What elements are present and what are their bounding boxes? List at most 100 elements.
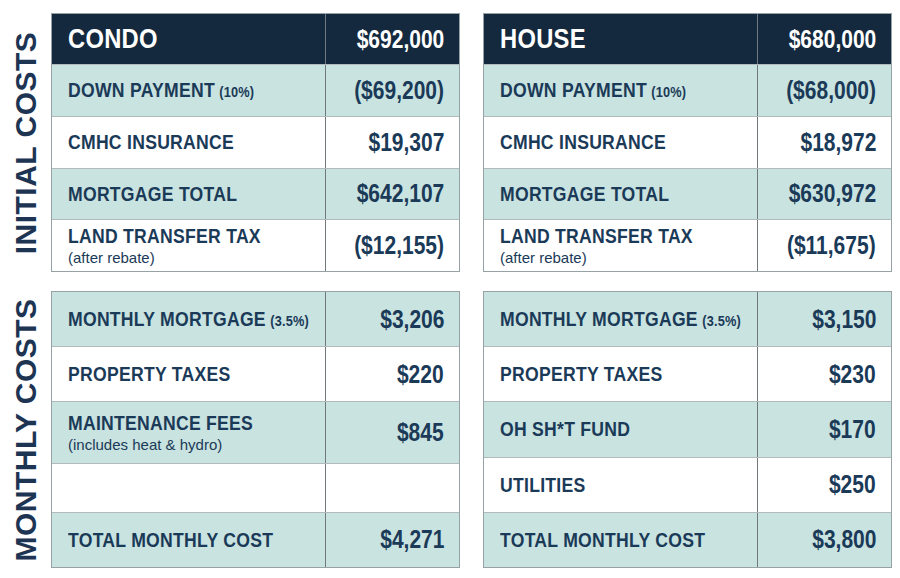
table-row-land-transfer-tax: LAND TRANSFER TAX (after rebate) ($12,15…	[52, 219, 459, 271]
row-value: ($12,155)	[354, 233, 444, 258]
row-value: $845	[397, 420, 444, 445]
row-label-text: MONTHLY MORTGAGE	[68, 308, 266, 330]
condo-monthly-table: MONTHLY MORTGAGE(3.5%) $3,206 PROPERTY T…	[51, 291, 460, 568]
row-label: DOWN PAYMENT(10%)	[500, 79, 721, 101]
row-label-cell: PROPERTY TAXES	[52, 347, 325, 401]
section-monthly-costs: MONTHLY COSTS MONTHLY MORTGAGE(3.5%) $3,…	[0, 291, 892, 568]
row-value: ($69,200)	[354, 78, 444, 103]
table-row-monthly-mortgage: MONTHLY MORTGAGE(3.5%) $3,150	[484, 292, 891, 346]
monthly-costs-tables: MONTHLY MORTGAGE(3.5%) $3,206 PROPERTY T…	[51, 291, 892, 568]
row-label-cell: PROPERTY TAXES	[484, 347, 757, 401]
row-value: $3,206	[380, 307, 444, 332]
row-value: $18,972	[800, 130, 876, 155]
table-row-cmhc-insurance: CMHC INSURANCE $19,307	[52, 116, 459, 168]
condo-header-row: CONDO $692,000	[52, 14, 459, 64]
table-row-cmhc-insurance: CMHC INSURANCE $18,972	[484, 116, 891, 168]
row-label-cell: LAND TRANSFER TAX (after rebate)	[52, 220, 325, 271]
row-label: TOTAL MONTHLY COST	[500, 529, 721, 551]
cost-comparison-infographic: INITIAL COSTS CONDO $692,000 DOWN PAYMEN…	[0, 0, 900, 578]
row-value-cell: $230	[757, 347, 891, 401]
section-label-monthly-costs: MONTHLY COSTS	[9, 298, 43, 561]
row-label-note: (10%)	[219, 84, 254, 100]
row-value-cell: $845	[325, 402, 459, 463]
table-row-empty	[52, 463, 459, 512]
row-label: PROPERTY TAXES	[500, 363, 721, 385]
row-label-text: MONTHLY MORTGAGE	[500, 308, 698, 330]
section-initial-costs: INITIAL COSTS CONDO $692,000 DOWN PAYMEN…	[0, 13, 892, 272]
row-label-cell: CMHC INSURANCE	[52, 117, 325, 168]
row-value: ($11,675)	[787, 233, 876, 258]
row-label-cell: TOTAL MONTHLY COST	[52, 513, 325, 567]
row-value-cell: $3,150	[757, 292, 891, 346]
row-value: $170	[829, 417, 876, 442]
table-row-property-taxes: PROPERTY TAXES $230	[484, 346, 891, 401]
row-label-cell: MORTGAGE TOTAL	[484, 169, 757, 220]
row-value-cell: $170	[757, 402, 891, 456]
row-value-cell: ($12,155)	[325, 220, 459, 271]
row-label: MAINTENANCE FEES	[68, 412, 289, 434]
house-initial-table: HOUSE $680,000 DOWN PAYMENT(10%) ($68,00…	[483, 13, 892, 272]
row-value: $3,800	[812, 527, 876, 552]
row-label-subtext: (includes heat & hydro)	[68, 437, 319, 454]
row-label: MORTGAGE TOTAL	[68, 183, 289, 205]
table-row-mortgage-total: MORTGAGE TOTAL $642,107	[52, 168, 459, 220]
row-label: LAND TRANSFER TAX	[500, 225, 721, 247]
row-label: MONTHLY MORTGAGE(3.5%)	[500, 308, 721, 330]
row-label: LAND TRANSFER TAX	[68, 225, 289, 247]
condo-price: $692,000	[356, 27, 444, 52]
table-row-maintenance-fees: MAINTENANCE FEES (includes heat & hydro)…	[52, 401, 459, 463]
table-row-total-monthly-cost: TOTAL MONTHLY COST $4,271	[52, 512, 459, 567]
house-title: HOUSE	[500, 24, 721, 54]
row-label: CMHC INSURANCE	[68, 131, 289, 153]
row-label-cell: MORTGAGE TOTAL	[52, 169, 325, 220]
row-label: TOTAL MONTHLY COST	[68, 529, 289, 551]
row-value-cell: $630,972	[757, 169, 891, 220]
house-monthly-table: MONTHLY MORTGAGE(3.5%) $3,150 PROPERTY T…	[483, 291, 892, 568]
row-value-cell: ($68,000)	[757, 65, 891, 116]
row-label: MORTGAGE TOTAL	[500, 183, 721, 205]
house-price: $680,000	[788, 27, 876, 52]
row-label-note: (10%)	[651, 84, 686, 100]
row-value-cell: $220	[325, 347, 459, 401]
table-row-property-taxes: PROPERTY TAXES $220	[52, 346, 459, 401]
row-label-subtext: (after rebate)	[500, 250, 751, 267]
condo-title: CONDO	[68, 24, 289, 54]
row-label-cell: MAINTENANCE FEES (includes heat & hydro)	[52, 402, 325, 463]
table-row-total-monthly-cost: TOTAL MONTHLY COST $3,800	[484, 512, 891, 567]
row-label-text: DOWN PAYMENT	[500, 79, 647, 101]
condo-initial-table: CONDO $692,000 DOWN PAYMENT(10%) ($69,20…	[51, 13, 460, 272]
row-value-cell: ($11,675)	[757, 220, 891, 271]
row-label: MONTHLY MORTGAGE(3.5%)	[68, 308, 289, 330]
row-label-subtext: (after rebate)	[68, 250, 319, 267]
house-price-cell: $680,000	[757, 14, 891, 64]
row-label-cell: TOTAL MONTHLY COST	[484, 513, 757, 567]
row-label-cell: LAND TRANSFER TAX (after rebate)	[484, 220, 757, 271]
row-label-cell	[52, 464, 325, 512]
row-label: OH SH*T FUND	[500, 418, 721, 440]
row-value: ($68,000)	[786, 78, 876, 103]
row-label: DOWN PAYMENT(10%)	[68, 79, 289, 101]
row-value: $4,271	[380, 527, 444, 552]
row-label-cell: DOWN PAYMENT(10%)	[52, 65, 325, 116]
row-value-cell: $19,307	[325, 117, 459, 168]
row-label-cell: MONTHLY MORTGAGE(3.5%)	[484, 292, 757, 346]
table-row-mortgage-total: MORTGAGE TOTAL $630,972	[484, 168, 891, 220]
row-label-note: (3.5%)	[270, 313, 309, 329]
row-label-cell: CMHC INSURANCE	[484, 117, 757, 168]
row-value: $230	[829, 362, 876, 387]
row-value-cell: $250	[757, 458, 891, 512]
row-value-cell: $3,800	[757, 513, 891, 567]
table-row-oh-sht-fund: OH SH*T FUND $170	[484, 401, 891, 456]
row-label: UTILITIES	[500, 474, 721, 496]
house-header-row: HOUSE $680,000	[484, 14, 891, 64]
table-row-down-payment: DOWN PAYMENT(10%) ($68,000)	[484, 64, 891, 116]
initial-costs-tables: CONDO $692,000 DOWN PAYMENT(10%) ($69,20…	[51, 13, 892, 272]
row-value: $3,150	[812, 307, 876, 332]
table-row-utilities: UTILITIES $250	[484, 457, 891, 512]
condo-price-cell: $692,000	[325, 14, 459, 64]
row-value: $19,307	[368, 130, 444, 155]
table-row-down-payment: DOWN PAYMENT(10%) ($69,200)	[52, 64, 459, 116]
row-value: $220	[397, 362, 444, 387]
row-value: $642,107	[356, 181, 444, 206]
row-value: $630,972	[788, 181, 876, 206]
